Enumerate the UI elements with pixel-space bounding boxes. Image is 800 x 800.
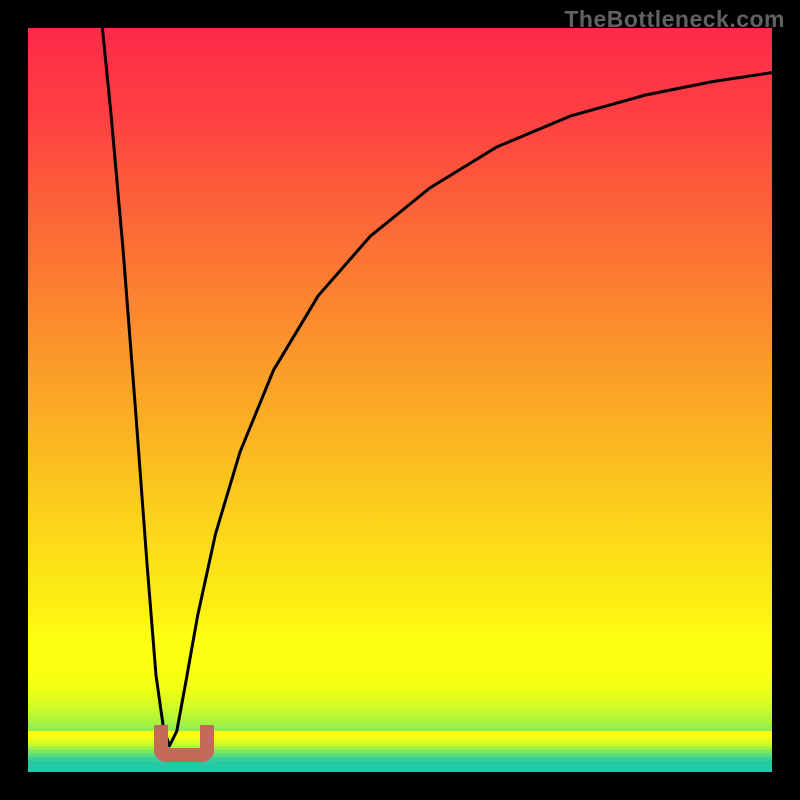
- optimal-point-marker: [154, 725, 213, 762]
- bottleneck-curve: [28, 28, 772, 772]
- chart-stage: TheBottleneck.com: [0, 0, 800, 800]
- watermark-text: TheBottleneck.com: [564, 6, 785, 33]
- curve-path: [102, 28, 772, 746]
- plot-area: [28, 28, 772, 772]
